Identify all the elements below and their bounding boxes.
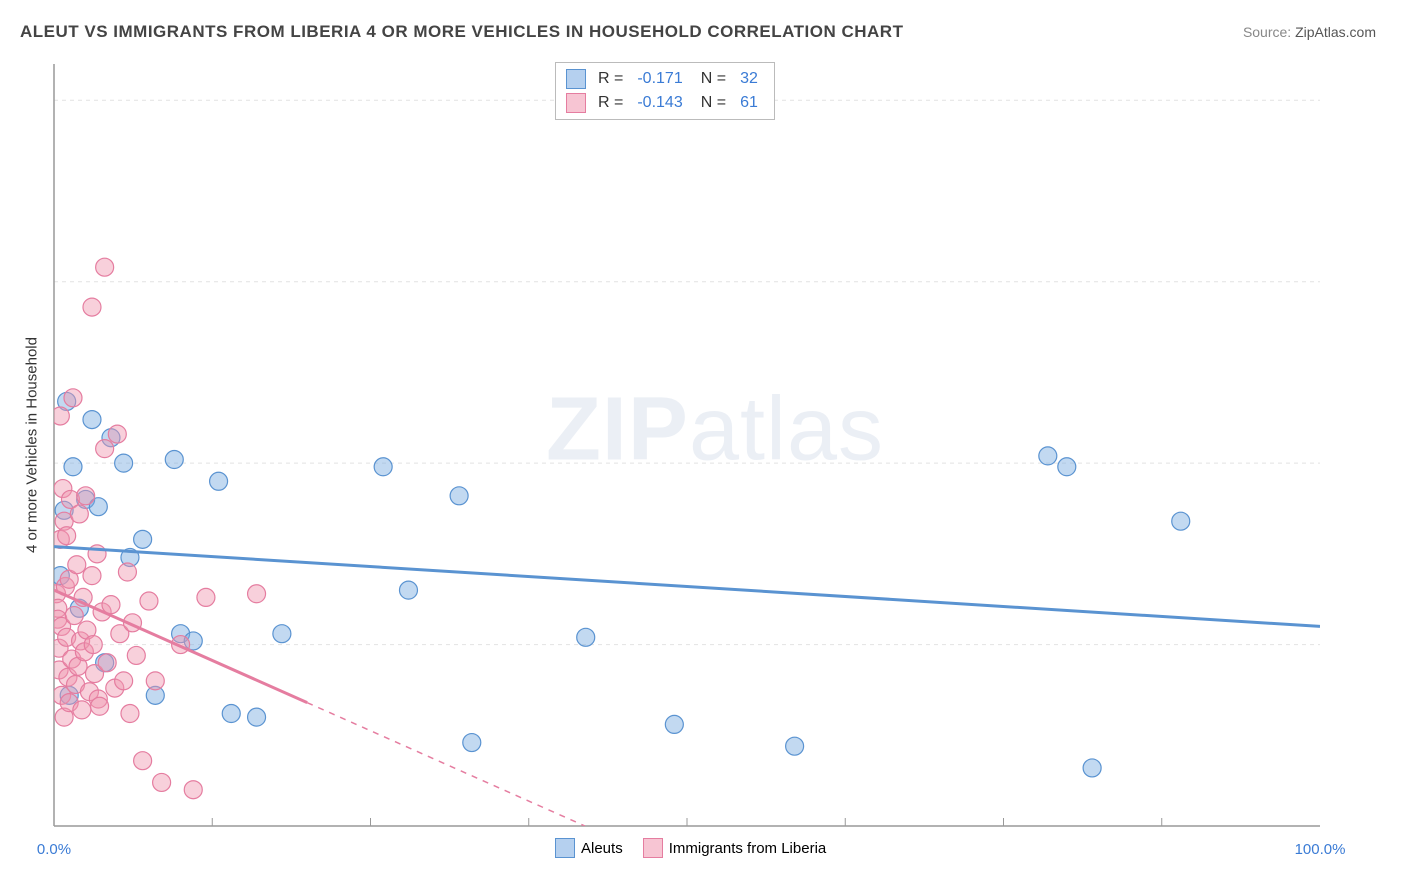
n-value-aleuts: 32 (740, 70, 758, 88)
legend: Aleuts Immigrants from Liberia (555, 838, 826, 858)
x-tick-label: 100.0% (1295, 841, 1346, 858)
legend-item-liberia: Immigrants from Liberia (643, 838, 827, 858)
scatter-plot (50, 60, 1380, 830)
swatch-blue-icon (555, 838, 575, 858)
chart-area: 4 or more Vehicles in Household ZIPatlas… (50, 60, 1380, 830)
chart-title: ALEUT VS IMMIGRANTS FROM LIBERIA 4 OR MO… (20, 22, 903, 42)
legend-item-aleuts: Aleuts (555, 838, 623, 858)
swatch-blue-icon (566, 69, 586, 89)
n-label: N = (701, 94, 726, 112)
r-value-aleuts: -0.171 (637, 70, 682, 88)
source-label: Source: (1243, 24, 1291, 40)
r-value-liberia: -0.143 (637, 94, 682, 112)
swatch-pink-icon (643, 838, 663, 858)
swatch-pink-icon (566, 93, 586, 113)
legend-label-liberia: Immigrants from Liberia (669, 840, 827, 857)
r-label: R = (598, 94, 623, 112)
n-label: N = (701, 70, 726, 88)
y-axis-label: 4 or more Vehicles in Household (24, 337, 41, 553)
r-label: R = (598, 70, 623, 88)
source-attribution: Source: ZipAtlas.com (1243, 24, 1376, 40)
legend-label-aleuts: Aleuts (581, 840, 623, 857)
stats-row-aleuts: R = -0.171 N = 32 (566, 67, 764, 91)
stats-row-liberia: R = -0.143 N = 61 (566, 91, 764, 115)
x-tick-label: 0.0% (37, 841, 71, 858)
correlation-stats-box: R = -0.171 N = 32 R = -0.143 N = 61 (555, 62, 775, 120)
source-value: ZipAtlas.com (1295, 24, 1376, 40)
n-value-liberia: 61 (740, 94, 758, 112)
